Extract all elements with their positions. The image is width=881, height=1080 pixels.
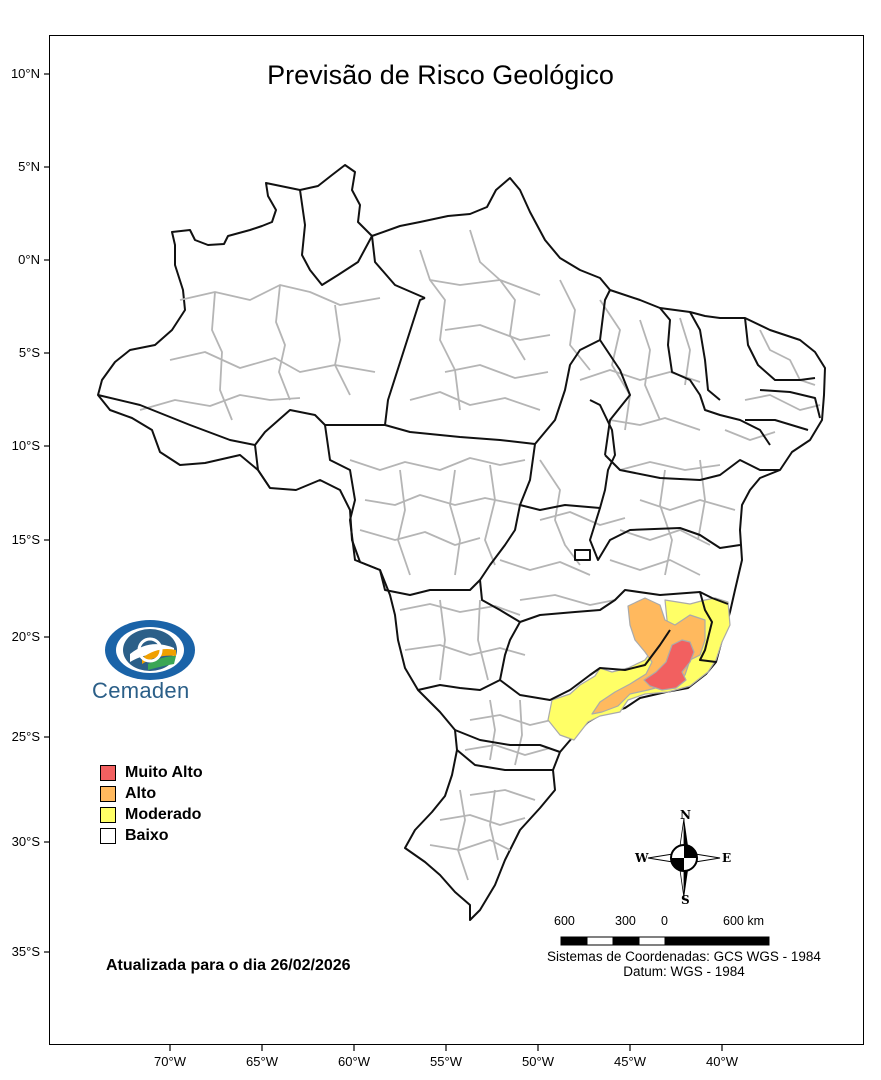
lat-label: 0°N <box>18 252 40 267</box>
compass-rose-icon <box>647 817 721 899</box>
lat-label: 35°S <box>11 944 40 959</box>
legend: Muito Alto Alto Moderado Baixo <box>100 762 203 846</box>
map-title: Previsão de Risco Geológico <box>267 60 614 90</box>
legend-label: Baixo <box>125 826 169 844</box>
lat-label: 10°S <box>11 438 40 453</box>
lat-label: 5°N <box>18 159 40 174</box>
lat-label: 20°S <box>11 629 40 644</box>
scale-label: 0 <box>661 914 668 928</box>
state-borders <box>97 189 821 771</box>
legend-swatch <box>100 806 116 823</box>
legend-item-moderado: Moderado <box>100 804 203 825</box>
legend-swatch <box>100 827 116 844</box>
scale-label: 300 <box>615 914 636 928</box>
lon-label: 65°W <box>246 1054 278 1069</box>
lat-label: 5°S <box>18 345 40 360</box>
scale-label: 600 <box>554 914 575 928</box>
updated-date-text: Atualizada para o dia 26/02/2026 <box>106 957 351 974</box>
legend-label: Moderado <box>125 805 202 823</box>
compass-south-label: S <box>681 893 690 907</box>
lat-label: 15°S <box>11 532 40 547</box>
legend-swatch <box>100 785 116 802</box>
lon-label: 60°W <box>338 1054 370 1069</box>
logo-text: Cemaden <box>92 678 190 703</box>
compass-north-label: N <box>680 808 691 822</box>
legend-item-baixo: Baixo <box>100 825 203 846</box>
scale-label: 600 km <box>723 914 764 928</box>
compass-west-label: W <box>635 851 649 865</box>
lon-label: 45°W <box>614 1054 646 1069</box>
lat-label: 25°S <box>11 729 40 744</box>
risk-areas <box>547 597 731 741</box>
lon-label: 50°W <box>522 1054 554 1069</box>
lat-label: 10°N <box>10 66 40 81</box>
legend-swatch <box>100 764 116 781</box>
lon-label: 70°W <box>154 1054 186 1069</box>
risk-area-alto <box>591 597 706 715</box>
latitude-ticks <box>44 73 50 953</box>
compass-east-label: E <box>722 851 732 865</box>
longitude-ticks <box>169 1045 723 1051</box>
cemaden-logo-icon <box>105 620 195 680</box>
legend-label: Alto <box>125 784 157 802</box>
municipal-boundaries <box>139 229 821 881</box>
datum-line: Datum: WGS - 1984 <box>623 964 745 979</box>
coordinate-system-line: Sistemas de Coordenadas: GCS WGS - 1984 <box>547 949 821 964</box>
coordinate-system-info: Sistemas de Coordenadas: GCS WGS - 1984 … <box>520 949 848 979</box>
lon-label: 55°W <box>430 1054 462 1069</box>
legend-label: Muito Alto <box>125 763 203 781</box>
lat-label: 30°S <box>11 834 40 849</box>
legend-item-alto: Alto <box>100 783 203 804</box>
legend-item-muito-alto: Muito Alto <box>100 762 203 783</box>
risk-area-muito-alto <box>643 639 695 691</box>
lon-label: 40°W <box>706 1054 738 1069</box>
scale-bar <box>560 936 770 946</box>
